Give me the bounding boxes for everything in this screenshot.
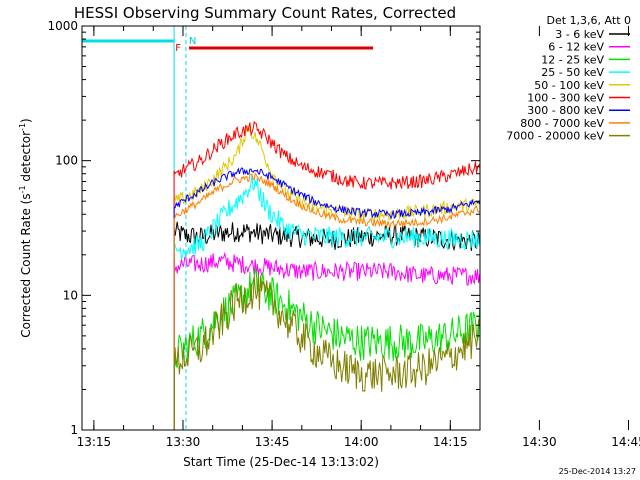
legend-label: 800 - 7000 keV xyxy=(520,117,604,130)
series-line xyxy=(173,273,480,430)
x-tick-label: 13:15 xyxy=(77,435,112,449)
legend-label: 3 - 6 keV xyxy=(555,28,604,41)
legend-label: 6 - 12 keV xyxy=(548,41,604,54)
x-tick-label: 14:00 xyxy=(344,435,379,449)
plot-content: NF xyxy=(82,26,480,430)
series-line xyxy=(173,120,480,430)
plot-frame xyxy=(81,25,481,431)
x-axis: 13:15 13:30 13:45 14:00 14:15 14:30 14:45 xyxy=(77,26,640,449)
y-axis-label-sup-2: -1 xyxy=(18,123,27,131)
y-axis-label-sup-1: -1 xyxy=(18,185,27,193)
y-tick-label: 1000 xyxy=(47,19,78,33)
y-axis-label-mid: detector xyxy=(19,131,33,186)
legend-title: Det 1,3,6, Att 0 xyxy=(547,14,631,27)
y-axis-label-main: Corrected Count Rate (s xyxy=(19,193,33,337)
series-line xyxy=(173,174,480,430)
x-tick-label: 14:45 xyxy=(611,435,640,449)
legend-label: 100 - 300 keV xyxy=(527,92,604,105)
y-axis: 1 10 100 1000 xyxy=(47,19,480,437)
chart-title: HESSI Observing Summary Count Rates, Cor… xyxy=(74,4,456,22)
y-axis-label: Corrected Count Rate (s-1 detector-1) xyxy=(18,118,33,337)
series-line xyxy=(173,172,480,430)
annotation-f: F xyxy=(175,43,181,54)
annotation-n: N xyxy=(189,36,196,47)
legend-label: 12 - 25 keV xyxy=(541,53,604,66)
x-axis-label: Start Time (25-Dec-14 13:13:02) xyxy=(183,455,379,469)
legend-label: 7000 - 20000 keV xyxy=(506,130,604,143)
legend-label: 300 - 800 keV xyxy=(527,104,604,117)
y-tick-label: 1 xyxy=(70,423,78,437)
x-tick-label: 14:15 xyxy=(433,435,468,449)
y-tick-label: 10 xyxy=(63,288,78,302)
y-tick-label: 100 xyxy=(55,154,78,168)
series-line xyxy=(173,167,480,430)
x-tick-label: 13:30 xyxy=(166,435,201,449)
x-tick-label: 14:30 xyxy=(522,435,557,449)
legend-label: 50 - 100 keV xyxy=(534,79,604,92)
legend-label: 25 - 50 keV xyxy=(541,66,604,79)
x-tick-label: 13:45 xyxy=(255,435,290,449)
footer-timestamp: 25-Dec-2014 13:27 xyxy=(559,467,636,476)
series-line xyxy=(173,221,480,430)
y-axis-label-end: ) xyxy=(19,118,33,123)
series-line xyxy=(173,251,480,430)
